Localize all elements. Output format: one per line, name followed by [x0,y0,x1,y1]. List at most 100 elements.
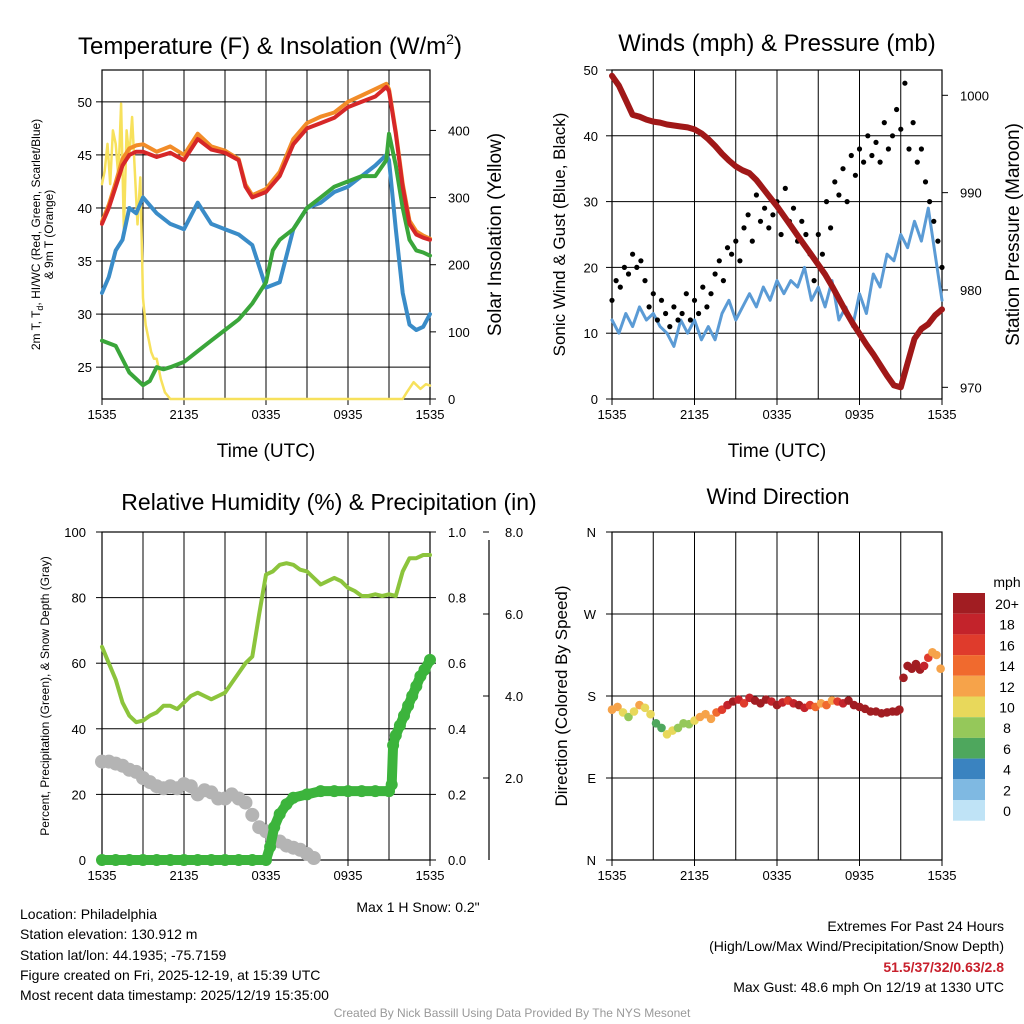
gust-point [836,192,842,198]
y2-tick-label: 1.0 [448,525,466,540]
gust-point [852,172,859,178]
y-tick-label: 20 [584,260,598,275]
y2-tick-label: 100 [448,325,470,340]
temperature-title: Temperature (F) & Insolation (W/m2) [78,31,462,60]
x-tick-label: 0935 [845,407,874,422]
precipitation-point [246,854,259,866]
direction-point [936,664,945,673]
direction-point [932,650,941,660]
y3-tick-label: 2.0 [505,771,523,786]
precipitation-point [137,854,149,866]
snow-depth-point [245,807,260,822]
gust-point [873,139,879,145]
x-tick-label: 0335 [252,407,281,422]
legend-swatch [953,779,985,800]
gust-point [918,146,925,152]
precipitation-point [264,840,277,853]
x-tick-label: 1535 [598,407,627,422]
legend-swatch [953,593,985,614]
y-tick-label: 50 [584,63,598,78]
gust-point [663,310,669,317]
legend-label: 0 [1003,803,1011,819]
gust-point [832,179,838,185]
legend-label: 2 [1003,782,1011,798]
y3-tick-label: 6.0 [505,607,523,622]
series-hi-wc [100,152,432,332]
y-tick-label: 0 [79,853,86,868]
gust-point [638,258,644,264]
x-tick-label: 2135 [170,407,199,422]
legend-label: 18 [999,617,1015,633]
y-tick-label: 30 [584,195,598,210]
gust-point [770,212,776,218]
y-tick-label: 25 [78,360,92,375]
y-tick-label: N [587,853,596,868]
legend-label: 8 [1003,720,1011,736]
x-tick-label: 0335 [763,868,792,883]
y-tick-label: S [587,689,596,704]
elevation-text: Station elevation: 130.912 m [20,926,198,943]
gust-point [840,166,846,172]
y2-tick-label: 400 [448,123,470,138]
y2-tick-label: 0.8 [448,591,466,606]
legend-swatch [953,696,985,718]
x-tick-label: 1535 [416,868,445,883]
title-sup: 2 [446,31,454,47]
gust-point [617,284,623,290]
x-tick-label: 1535 [598,868,627,883]
gust-point [749,238,755,244]
gust-point [613,278,619,284]
precipitation-point [260,854,272,866]
legend-label: 6 [1003,741,1011,757]
y2-tick-label: 980 [960,283,982,298]
direction-point [895,705,904,714]
snow-depth-point [306,851,321,865]
precipitation-point [164,854,177,866]
precipitation-point [287,791,300,804]
gust-point [861,159,867,165]
precipitation-point [314,785,327,798]
y2-tick-label: 0 [448,392,455,407]
precipitation-point [355,785,368,798]
y-tick-label: 80 [72,591,86,606]
legend-swatch [953,675,985,697]
y-axis-label-text: Direction (Colored By Speed) [552,585,571,806]
direction-point [624,712,633,722]
y-tick-label: 45 [78,148,92,163]
humidity-title: Relative Humidity (%) & Precipitation (i… [121,489,536,515]
gust-point [803,231,809,238]
gust-point [679,310,685,317]
gust-point [708,291,714,297]
winds-frame [611,69,943,400]
gust-point [683,291,689,297]
winds-panel: Winds (mph) & Pressure (mb) 0 10 20 30 40 50 97… [550,30,1024,462]
gust-point [931,218,937,224]
location-text: Location: Philadelphia [20,906,157,922]
y-tick-label: 60 [72,656,86,671]
y-tick-label: 50 [78,95,92,110]
series-pressure [609,72,945,391]
legend-swatch [953,800,985,821]
snow-depth-point [238,795,253,810]
max-gust-text: Max Gust: 48.6 mph On 12/19 at 1330 UTC [733,978,1004,995]
legend-label: 20+ [995,596,1019,612]
winds-title: Winds (mph) & Pressure (mb) [618,30,935,57]
extremes-title: Extremes For Past 24 Hours [827,918,1004,934]
gust-point [654,317,661,323]
direction-point [706,714,716,724]
precipitation-point [96,854,108,866]
x-tick-label: 2135 [680,868,709,883]
direction-point [899,673,908,683]
precipitation-point [406,690,419,702]
gust-point [848,152,854,159]
gust-point [766,225,772,231]
gust-point [741,225,747,231]
gust-point [815,231,821,238]
y-tick-label: 30 [78,307,92,322]
x-tick-label: 2135 [170,868,199,883]
gust-point [844,199,850,205]
gust-point [642,278,648,284]
precipitation-point [273,808,286,821]
gust-point [778,231,784,238]
